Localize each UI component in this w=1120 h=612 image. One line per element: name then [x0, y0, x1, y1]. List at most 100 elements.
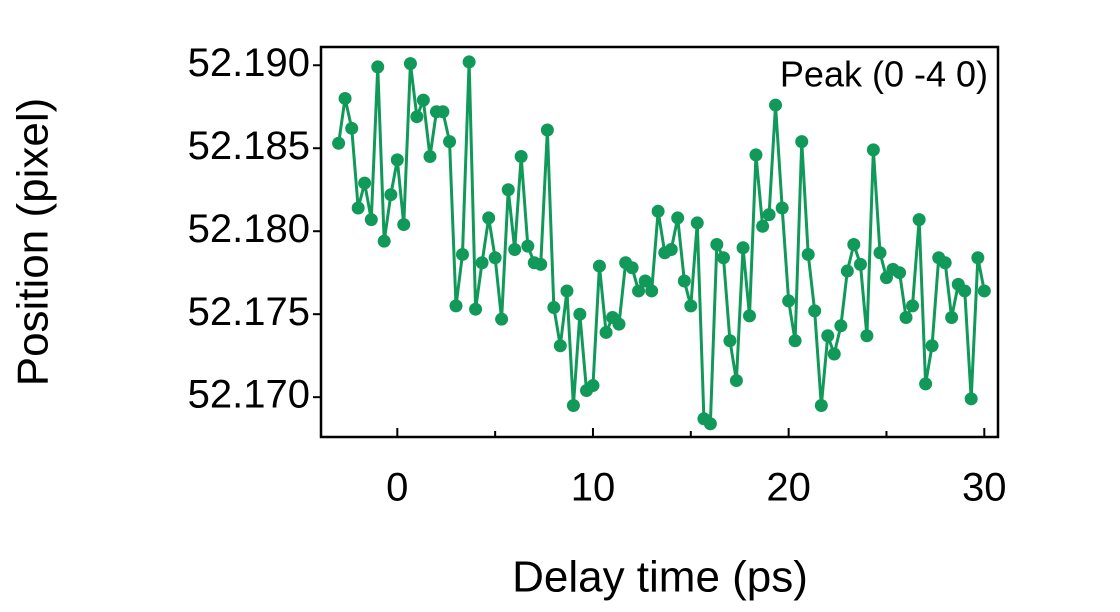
data-point: [469, 302, 483, 316]
data-point: [977, 284, 991, 298]
plot-frame: [319, 45, 1000, 439]
data-point: [436, 105, 450, 119]
data-point: [358, 176, 372, 190]
data-point: [958, 284, 972, 298]
data-point: [945, 311, 959, 325]
data-point: [351, 201, 365, 215]
data-point: [756, 219, 770, 233]
x-tick-label: 30: [962, 466, 1007, 510]
data-point: [625, 261, 639, 275]
data-point: [632, 284, 646, 298]
y-tick-label: 52.175: [188, 290, 310, 334]
data-point: [919, 377, 933, 391]
y-tick-label: 52.185: [188, 124, 310, 168]
data-point: [729, 374, 743, 388]
data-point: [501, 183, 515, 197]
data-point: [586, 379, 600, 393]
data-point: [866, 143, 880, 157]
data-point: [573, 307, 587, 321]
data-point: [547, 301, 561, 315]
annotation: Peak (0 -4 0): [780, 54, 988, 95]
data-point: [462, 55, 476, 69]
data-point: [840, 264, 854, 278]
data-point: [423, 150, 437, 164]
data-point: [925, 339, 939, 353]
data-point: [455, 247, 469, 261]
data-point: [410, 110, 424, 124]
data-point: [827, 347, 841, 361]
data-point: [782, 294, 796, 308]
y-tick-label: 52.170: [188, 373, 310, 417]
data-point: [808, 304, 822, 318]
data-point: [873, 246, 887, 260]
data-point: [638, 274, 652, 288]
data-point: [599, 325, 613, 339]
data-point: [971, 251, 985, 265]
data-point: [488, 251, 502, 265]
data-point: [482, 211, 496, 225]
data-point: [749, 148, 763, 162]
data-point: [475, 256, 489, 270]
data-point: [736, 241, 750, 255]
data-point: [788, 334, 802, 348]
data-point: [443, 135, 457, 149]
data-point: [390, 153, 404, 167]
data-point: [553, 339, 567, 353]
data-point: [938, 256, 952, 270]
data-point: [364, 213, 378, 227]
data-point: [847, 237, 861, 251]
x-tick-label: 10: [571, 466, 616, 510]
data-point: [769, 98, 783, 112]
data-point: [645, 284, 659, 298]
data-point: [521, 239, 535, 253]
data-point: [801, 247, 815, 261]
data-point: [514, 150, 528, 164]
data-point: [566, 398, 580, 412]
data-point: [716, 251, 730, 265]
data-point: [775, 201, 789, 215]
data-point: [762, 208, 776, 222]
data-point: [795, 135, 809, 149]
data-point: [345, 121, 359, 135]
y-tick-label: 52.190: [188, 41, 310, 85]
data-point: [560, 284, 574, 298]
data-point: [743, 309, 757, 323]
data-point: [651, 204, 665, 218]
data-point: [449, 299, 463, 313]
data-point: [893, 266, 907, 280]
data-point: [416, 93, 430, 107]
y-tick-label: 52.180: [188, 207, 310, 251]
data-point: [912, 213, 926, 227]
data-point: [710, 237, 724, 251]
data-point: [592, 259, 606, 273]
data-point: [723, 334, 737, 348]
data-point: [690, 216, 704, 230]
data-point: [664, 242, 678, 256]
series-line: [337, 60, 986, 426]
data-point: [853, 257, 867, 271]
data-point: [834, 319, 848, 333]
data-point: [860, 329, 874, 343]
y-axis-title: Position (pixel): [9, 98, 58, 387]
data-point: [508, 242, 522, 256]
data-point: [534, 257, 548, 271]
data-point: [384, 188, 398, 202]
x-tick-label: 0: [386, 466, 408, 510]
data-point: [964, 392, 978, 406]
data-point: [821, 329, 835, 343]
data-point: [677, 274, 691, 288]
data-point: [612, 317, 626, 331]
data-point: [684, 299, 698, 313]
data-point: [338, 91, 352, 105]
data-point: [899, 311, 913, 325]
data-point: [403, 57, 417, 71]
data-point: [540, 123, 554, 137]
data-point: [377, 234, 391, 248]
data-point: [703, 417, 717, 431]
data-point: [332, 136, 346, 150]
data-point: [671, 211, 685, 225]
data-point: [397, 218, 411, 232]
x-axis-title: Delay time (ps): [512, 553, 808, 602]
